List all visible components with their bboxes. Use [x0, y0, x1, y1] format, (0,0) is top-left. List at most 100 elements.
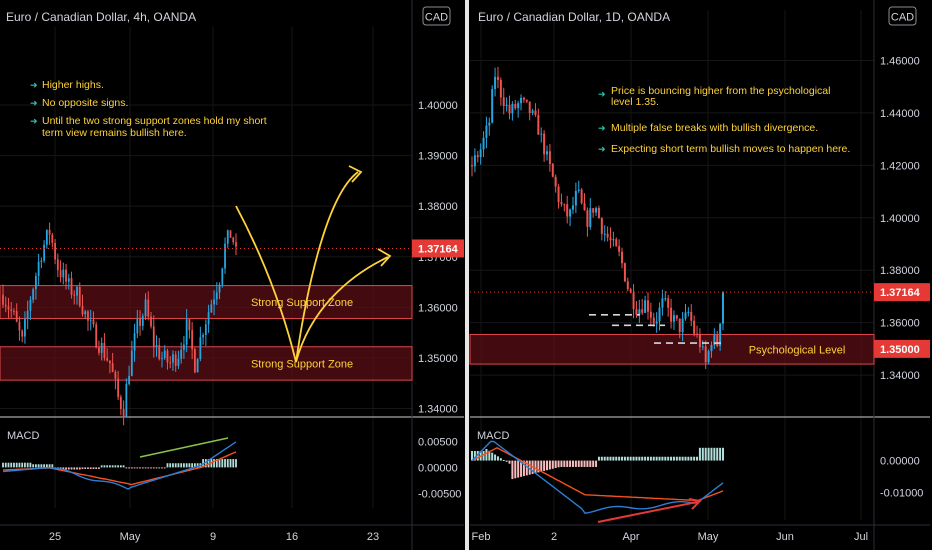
macd-histogram-bar — [84, 467, 87, 469]
price-tick-label: 1.40000 — [418, 100, 458, 112]
candle-body — [204, 324, 207, 335]
candle-body — [655, 321, 658, 324]
price-tick-label: 1.34000 — [880, 370, 920, 382]
macd-histogram-bar — [218, 459, 221, 468]
macd-histogram-bar — [103, 465, 106, 468]
candle-body — [635, 309, 638, 315]
currency-button-1d[interactable]: CAD — [888, 6, 917, 26]
macd-histogram-bar — [476, 450, 479, 461]
candle-body — [125, 383, 128, 418]
macd-histogram-bar — [667, 456, 670, 461]
currency-button-4h[interactable]: CAD — [422, 6, 451, 26]
candle-body — [664, 298, 667, 300]
macd-histogram-bar — [473, 450, 476, 461]
candle-body — [626, 281, 629, 290]
candle-body — [114, 371, 117, 379]
candle-body — [15, 311, 18, 322]
candle-body — [7, 306, 10, 310]
macd-histogram-bar — [603, 456, 606, 461]
annotation-notes-4h: ➜ Higher highs. ➜ No opposite signs. ➜ U… — [30, 79, 267, 139]
macd-histogram-bar — [716, 447, 719, 461]
chart-panel-1d[interactable]: 1.46000 1.44000 1.42000 1.40000 1.38000 1.360… — [469, 0, 930, 550]
macd-histogram-bar — [136, 467, 139, 469]
macd-histogram-bar — [37, 464, 40, 468]
macd-histogram-bar — [224, 459, 226, 468]
candle-body — [678, 318, 681, 333]
note-text: No opposite signs. — [42, 97, 128, 109]
candle-body — [56, 259, 59, 271]
macd-histogram-bar — [635, 456, 638, 461]
macd-histogram-bar — [125, 467, 128, 469]
candle-body — [520, 97, 523, 104]
zone-label: Psychological Level — [749, 344, 846, 356]
macd-histogram-bar — [177, 463, 180, 468]
macd-histogram-bar — [89, 467, 92, 469]
candle-body — [499, 79, 502, 98]
macd-histogram-bar — [589, 460, 592, 467]
macd-histogram-bar — [122, 465, 125, 468]
projection-arrow — [295, 256, 389, 363]
note-text: Higher highs. — [42, 79, 104, 91]
candle-body — [144, 299, 147, 317]
macd-histogram-bar — [70, 467, 73, 470]
macd-histogram-bar — [551, 460, 554, 469]
macd-histogram-bar — [540, 460, 543, 472]
macd-histogram-bar — [172, 463, 174, 468]
macd-histogram-bar — [626, 456, 629, 461]
macd-histogram-bar — [623, 456, 626, 461]
macd-histogram-bar — [546, 460, 549, 471]
candle-body — [172, 354, 174, 363]
candle-body — [531, 110, 534, 114]
candle-body — [100, 342, 103, 353]
candle-body — [649, 311, 652, 318]
time-tick-label: Jul — [854, 531, 868, 543]
candle-body — [89, 319, 92, 321]
candle-body — [229, 230, 232, 238]
candle-body — [707, 351, 710, 363]
note-bullet-icon: ➜ — [30, 98, 38, 108]
candle-body — [496, 76, 499, 80]
macd-histogram-bar — [690, 456, 693, 461]
candle-body — [508, 104, 511, 114]
macd-histogram-bar — [13, 462, 15, 468]
candle-body — [621, 251, 624, 264]
candle-body — [491, 88, 494, 123]
macd-histogram-bar — [152, 467, 155, 469]
macd-histogram-bar — [183, 463, 185, 468]
candle-body — [690, 311, 693, 321]
candle-body — [528, 101, 531, 114]
macd-histogram-bar — [722, 447, 724, 461]
macd-histogram-bar — [117, 465, 120, 468]
candle-body — [652, 317, 655, 324]
macd-histogram-bar — [491, 452, 494, 461]
macd-histogram-bar — [76, 467, 78, 470]
macd-histogram-bar — [563, 460, 566, 467]
candle-body — [215, 292, 218, 300]
macd-histogram-bar — [185, 463, 188, 468]
macd-histogram-bar — [595, 460, 598, 467]
macd-histogram-bar — [155, 467, 158, 469]
candle-body — [78, 287, 81, 306]
macd-histogram-bar — [597, 456, 600, 461]
candle-body — [147, 299, 150, 317]
candle-body — [185, 319, 188, 345]
macd-histogram-bar — [100, 465, 103, 468]
candle-body — [603, 233, 606, 235]
candle-body — [629, 289, 632, 293]
time-tick-label: May — [698, 531, 719, 543]
candle-body — [130, 350, 133, 376]
candle-body — [193, 349, 196, 373]
macd-histogram-bar — [2, 462, 4, 468]
price-tick-label: 1.35000 — [418, 353, 458, 365]
macd-histogram-bar — [65, 467, 67, 470]
chart-panel-4h[interactable]: 1.400001.390001.380001.370001.360001.350… — [0, 0, 464, 550]
macd-histogram-bar — [525, 460, 528, 476]
macd-line — [2, 441, 237, 490]
candle-body — [111, 363, 114, 372]
candle-body — [18, 321, 21, 331]
candle-body — [48, 229, 51, 235]
macd-histogram-bar — [719, 447, 722, 461]
price-tick-label: 1.46000 — [880, 55, 920, 67]
candle-body — [161, 357, 163, 359]
